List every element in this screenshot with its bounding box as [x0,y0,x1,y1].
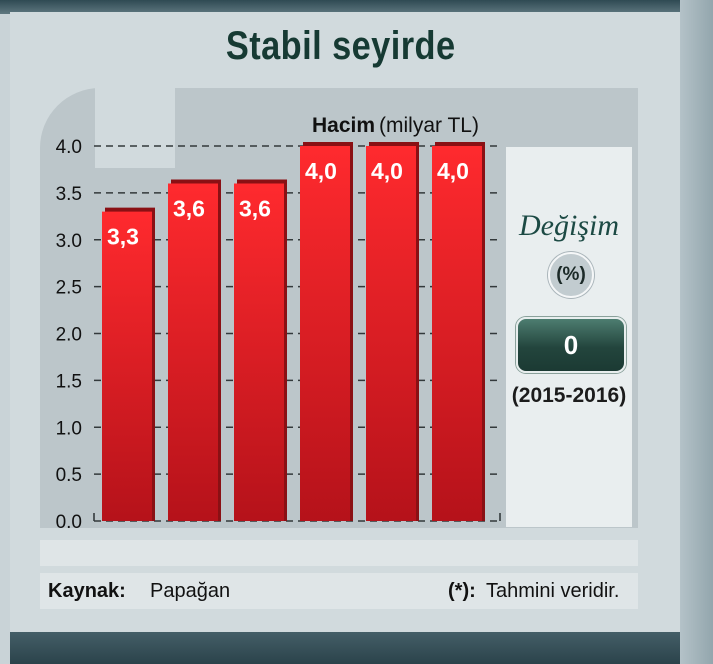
note-text: Tahmini veridir. [486,580,620,602]
change-period: (2015-2016) [511,384,627,407]
bar-value-label: 4,0 [305,158,337,184]
y-tick-label: 4.0 [56,137,82,158]
y-tick-label: 2.0 [56,325,82,346]
series-title: Hacim [312,114,375,137]
y-tick-label: 1.5 [56,371,82,392]
bar-value-label: 4,0 [371,158,403,184]
y-tick-label: 1.0 [56,418,82,439]
footer-band: Kaynak: Papağan (*): Tahmini veridir. [40,573,638,609]
bottom-decoration-bar [10,632,680,664]
bar-value-label: 4,0 [437,158,469,184]
chart-title: Stabil seyirde [225,24,456,68]
bar [168,183,218,521]
bar-group: 3,6 [168,179,221,521]
bar-group: 3,3 [102,207,155,521]
change-unit-badge: (%) [548,252,594,298]
bar-group: 3,6 [234,179,287,521]
bar [234,183,284,521]
y-tick-label: 0.5 [56,465,82,486]
source-label: Kaynak: [48,580,126,602]
bar-value-label: 3,6 [173,196,205,222]
plot-background-left [40,170,100,528]
right-decoration-strip [680,0,713,664]
bar-value-label: 3,6 [239,196,271,222]
x-axis-band [40,540,638,566]
bar-layer: 3,3 3,6 3,6 4,0 4,0 4,0 [102,142,485,521]
bar [432,146,482,521]
bar-group: 4,0 [366,142,419,521]
bar-group: 4,0 [300,142,353,521]
y-tick-label: 3.0 [56,231,82,252]
bar [102,211,152,521]
change-value: 0 [516,317,626,373]
top-decoration-bar [0,0,713,14]
y-tick-label: 2.5 [56,278,82,299]
source-value: Papağan [150,580,231,602]
change-panel: Değişim (%) 0 (2015-2016) [506,147,632,527]
bar-value-label: 3,3 [107,224,139,250]
y-tick-label: 0.0 [56,512,82,533]
bar [300,146,350,521]
bar-group: 4,0 [432,142,485,521]
note-symbol: (*): [448,580,476,602]
series-unit: (milyar TL) [379,114,479,137]
change-label: Değişim [519,209,619,242]
bar [366,146,416,521]
y-tick-label: 3.5 [56,184,82,205]
